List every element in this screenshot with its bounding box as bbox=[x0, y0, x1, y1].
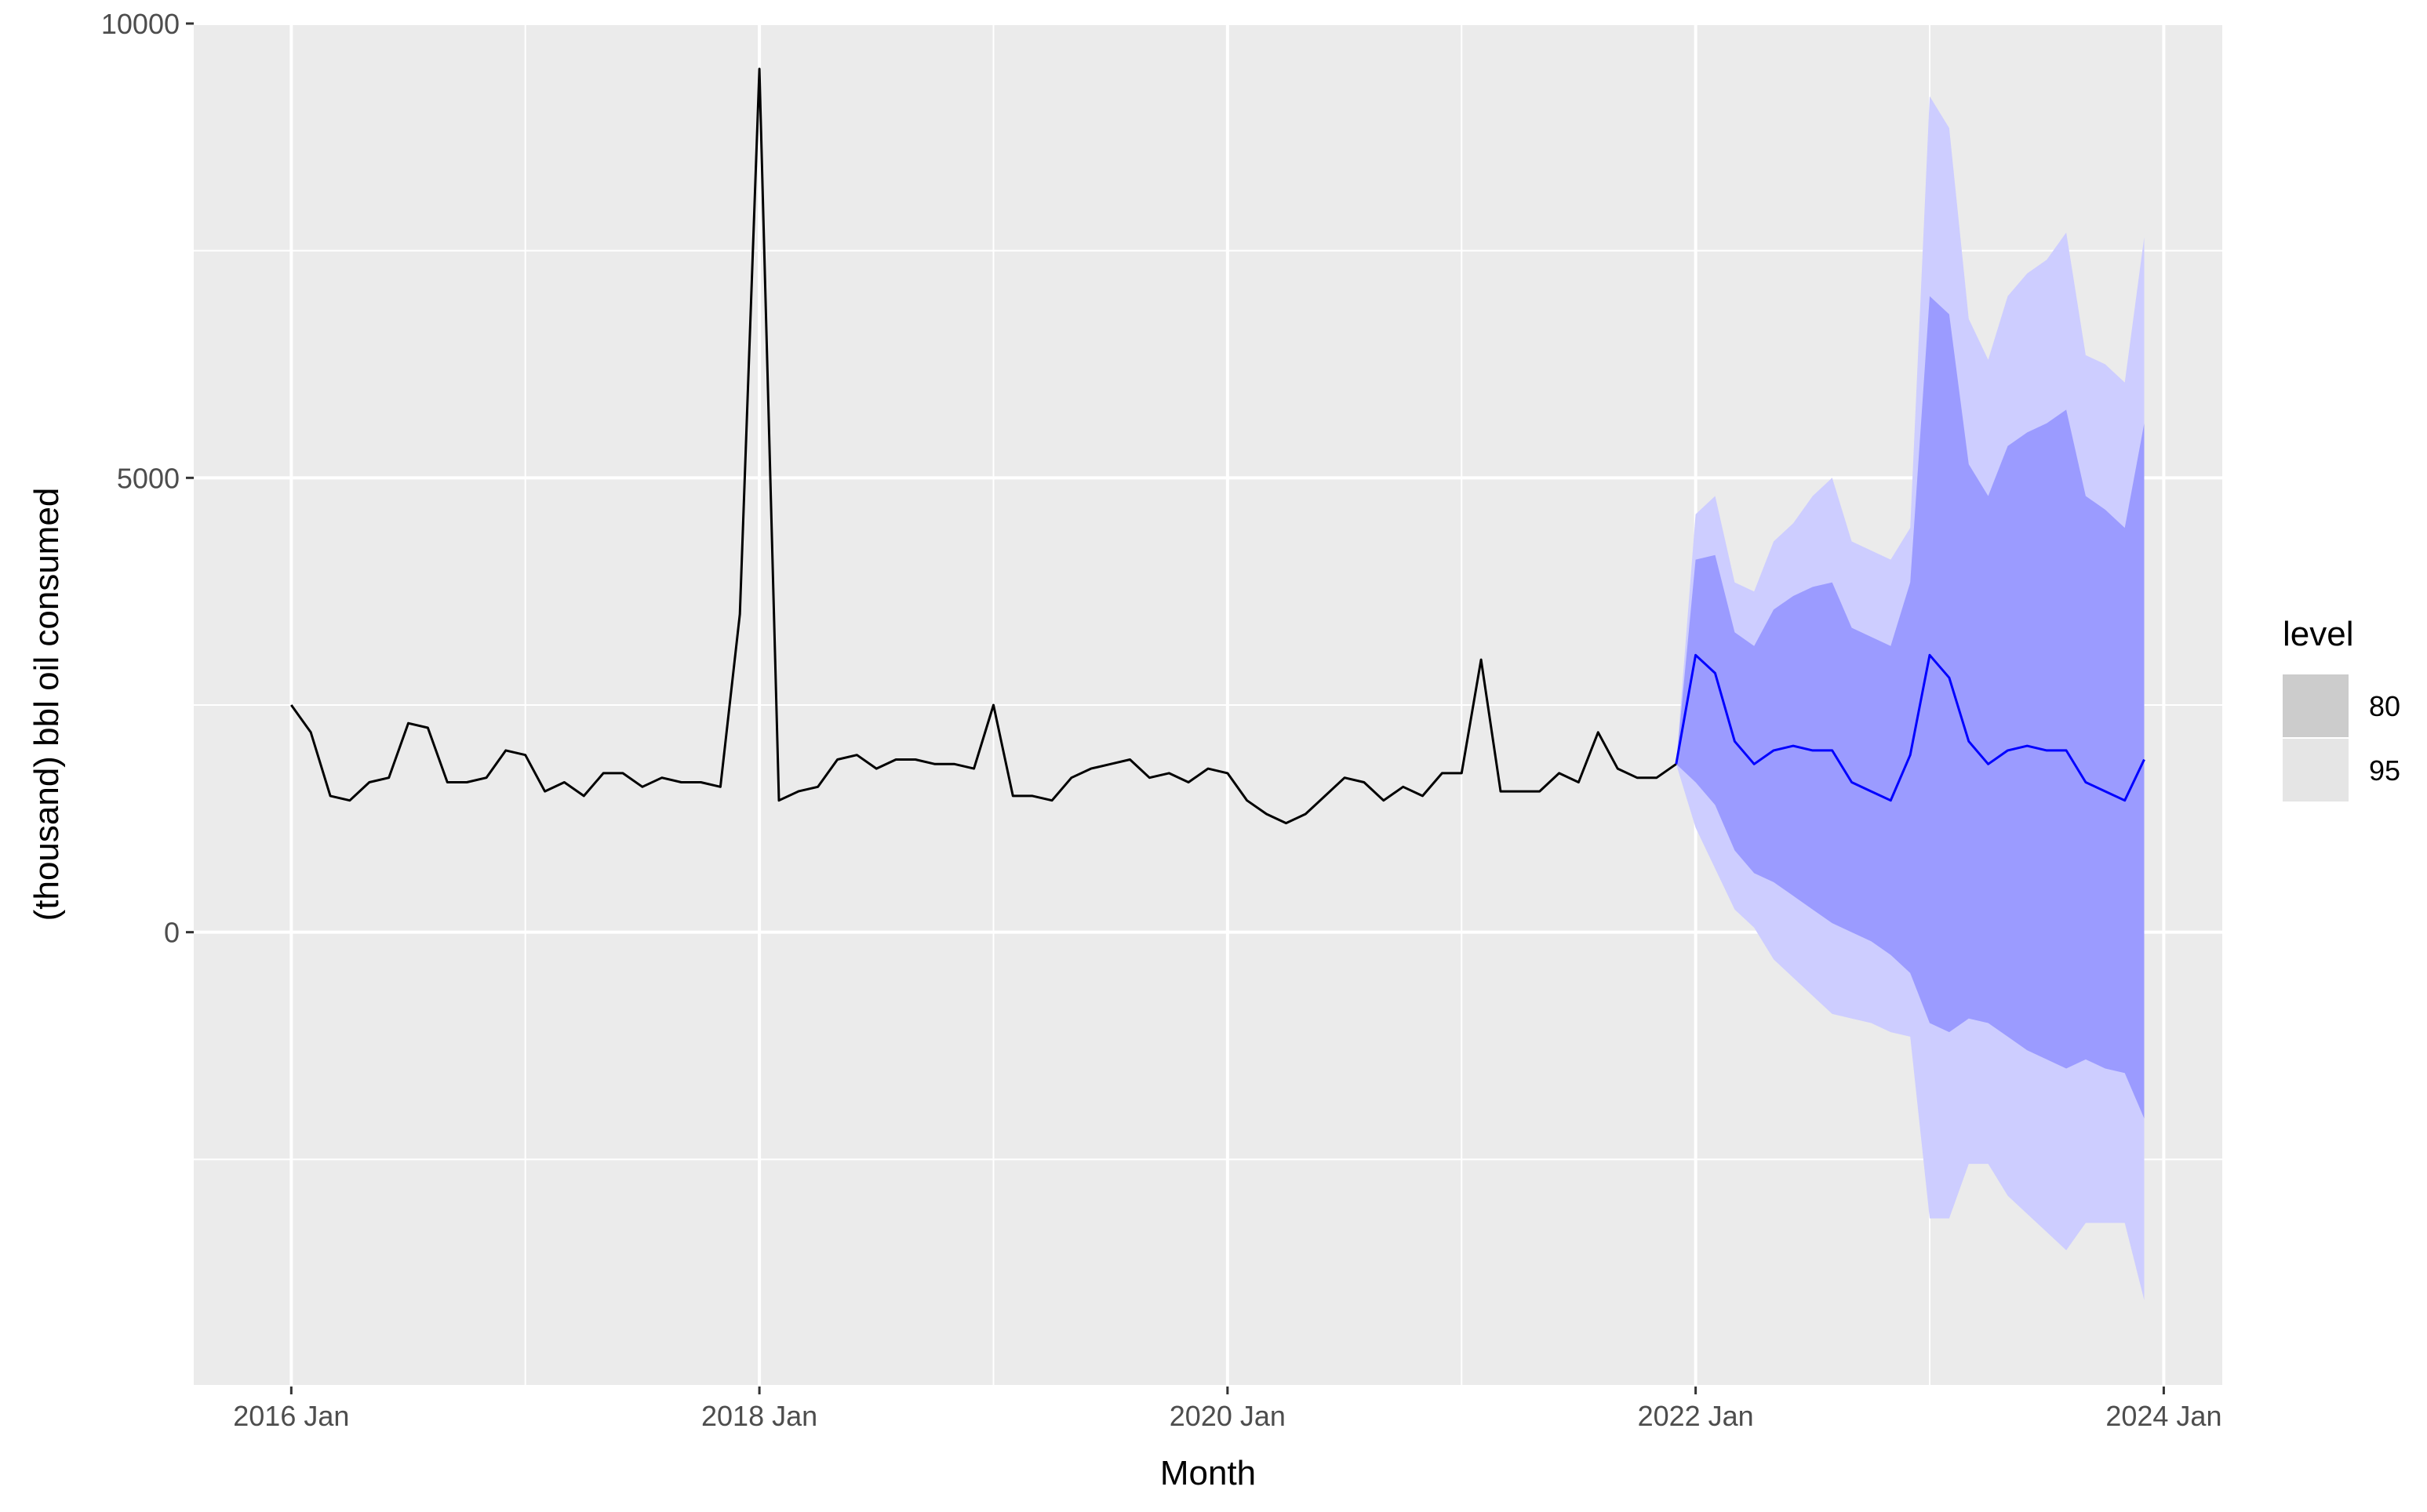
band-80 bbox=[1676, 296, 2145, 1119]
y-tick-label: 5000 bbox=[117, 462, 180, 494]
y-tick-label: 10000 bbox=[101, 8, 180, 40]
forecast-line bbox=[1675, 653, 2145, 802]
legend-label-95: 95 bbox=[2369, 754, 2400, 787]
legend: level 80 95 bbox=[2283, 615, 2400, 801]
x-tick-label: 2016 Jan bbox=[233, 1400, 349, 1432]
history-line bbox=[290, 67, 1677, 825]
y-axis: 0 5000 10000 bbox=[101, 8, 194, 949]
x-axis: 2016 Jan 2018 Jan 2020 Jan 2022 Jan 2024 Jan bbox=[233, 1387, 2221, 1432]
y-axis-title: (thousand) bbl oil consumed bbox=[27, 488, 66, 921]
x-tick-label: 2020 Jan bbox=[1170, 1400, 1286, 1432]
legend-swatch-80 bbox=[2283, 674, 2349, 737]
legend-swatch-95 bbox=[2283, 739, 2349, 801]
legend-label-80: 80 bbox=[2369, 690, 2400, 722]
x-tick-label: 2022 Jan bbox=[1638, 1400, 1754, 1432]
x-tick-label: 2018 Jan bbox=[701, 1400, 817, 1432]
prediction-intervals bbox=[1676, 96, 2145, 1300]
legend-title: level bbox=[2283, 615, 2354, 653]
series-lines bbox=[290, 67, 2145, 825]
x-tick-label: 2024 Jan bbox=[2105, 1400, 2221, 1432]
y-tick-label: 0 bbox=[164, 917, 180, 949]
x-axis-title: Month bbox=[1160, 1454, 1256, 1492]
